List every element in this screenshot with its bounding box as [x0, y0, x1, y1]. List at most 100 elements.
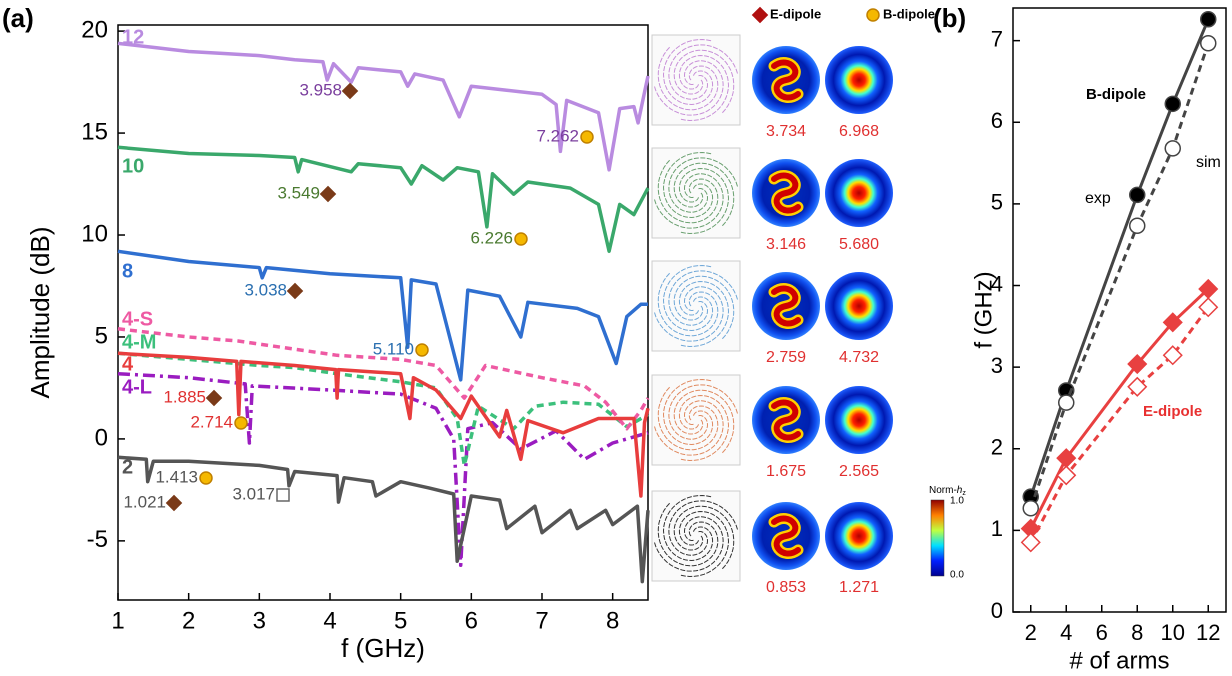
spiral-arm	[662, 151, 714, 219]
thumbnail-frame	[651, 260, 741, 352]
e-field-swirl	[771, 399, 801, 441]
marker	[1127, 353, 1148, 375]
spiral-arm	[657, 386, 719, 451]
x-tick-label: 6	[465, 607, 478, 634]
series-label: 4-L	[122, 376, 152, 398]
annotation: exp	[1085, 190, 1111, 207]
e-field-swirl	[771, 515, 801, 557]
x-tick-label: 4	[1060, 620, 1072, 645]
marker	[1129, 217, 1146, 235]
y-tick-label: 2	[991, 435, 1003, 460]
spiral-arm	[673, 162, 735, 227]
mode-frequency: 0.853	[766, 579, 806, 596]
spiral-arm	[668, 44, 739, 100]
spiral-arm	[668, 384, 739, 440]
x-tick-label: 8	[606, 607, 619, 634]
legend-label: B-dipole	[883, 6, 935, 21]
annotation: 3.549	[277, 183, 320, 202]
colorbar-title-text: Norm-	[929, 485, 957, 496]
y-tick-label: 20	[81, 16, 108, 43]
y-tick-label: 10	[81, 220, 108, 247]
y-tick-label: 7	[991, 26, 1003, 51]
colorbar-label: 1.0	[950, 496, 964, 507]
annotation: 5.110	[373, 339, 414, 358]
plot-frame	[117, 24, 649, 601]
annotation: 7.262	[536, 126, 579, 145]
spiral-arm	[678, 280, 730, 348]
y-tick-label: 5	[95, 322, 108, 349]
thumbnail-frame	[651, 34, 741, 126]
b-field-map	[825, 386, 893, 454]
spiral-arm	[678, 394, 730, 462]
marker	[319, 185, 337, 203]
marker	[1162, 345, 1183, 366]
panel-label: (a)	[2, 3, 34, 33]
marker	[1056, 465, 1077, 486]
x-tick-label: 5	[394, 607, 407, 634]
e-field-swirl	[771, 59, 801, 101]
marker	[580, 130, 594, 144]
marker	[1200, 11, 1217, 28]
spiral-arm	[653, 286, 724, 342]
marker	[1164, 95, 1181, 113]
x-tick-label: 10	[1161, 620, 1185, 645]
data-line	[117, 41, 650, 172]
annotation: 1.413	[155, 467, 198, 486]
mode-frequency: 6.968	[839, 123, 879, 140]
x-tick-label: 1	[111, 607, 124, 634]
x-tick-label: 2	[182, 607, 195, 634]
marker	[199, 471, 213, 485]
b-field-map	[825, 159, 893, 227]
mode-frequency: 3.734	[766, 123, 806, 140]
data-line	[1029, 306, 1210, 544]
colorbar	[930, 499, 945, 577]
x-tick-label: 4	[323, 607, 336, 634]
y-tick-label: 0	[95, 424, 108, 451]
spiral-arm	[678, 510, 730, 578]
annotation: 1.021	[123, 492, 166, 511]
series-label: 8	[122, 260, 133, 282]
spiral-arm	[657, 159, 719, 224]
x-tick-label: 2	[1025, 620, 1037, 645]
y-tick-label: 1	[991, 516, 1003, 541]
spiral-arm	[662, 264, 714, 332]
x-tick-label: 7	[535, 607, 548, 634]
mode-frequency: 2.759	[766, 349, 806, 366]
series-label: 4	[122, 353, 134, 375]
spiral-arm	[673, 389, 735, 454]
mode-frequency: 3.146	[766, 236, 806, 253]
marker	[1164, 140, 1181, 157]
mode-frequency: 1.675	[766, 463, 806, 480]
marker	[1162, 312, 1183, 333]
x-axis-label: f (GHz)	[341, 633, 425, 663]
e-field-swirl	[771, 285, 801, 327]
series-label: 4-S	[122, 308, 153, 330]
b-field-map	[825, 46, 893, 114]
marker	[866, 8, 880, 22]
series-label: 12	[122, 26, 144, 48]
y-axis-label: f (GHz)	[970, 271, 997, 348]
marker	[276, 488, 290, 502]
mode-frequency: 5.680	[839, 236, 879, 253]
spiral-arm	[653, 516, 724, 572]
series-label: 10	[122, 155, 144, 177]
marker	[1200, 35, 1217, 52]
spiral-arm	[662, 494, 714, 562]
marker	[286, 282, 304, 300]
marker	[415, 343, 429, 357]
spiral-arm	[657, 502, 719, 567]
spiral-arm	[657, 46, 719, 111]
marker	[1020, 532, 1041, 553]
data-line	[1029, 42, 1210, 509]
spiral-arm	[668, 500, 739, 556]
x-tick-label: 6	[1096, 620, 1108, 645]
marker	[751, 6, 769, 24]
y-tick-label: -5	[87, 526, 108, 553]
marker	[341, 82, 359, 100]
annotation: sim	[1196, 154, 1221, 171]
data-line	[117, 351, 649, 468]
colorbar-title: Norm-hz	[929, 485, 966, 497]
panel-label: (b)	[933, 3, 966, 33]
marker	[234, 416, 248, 430]
